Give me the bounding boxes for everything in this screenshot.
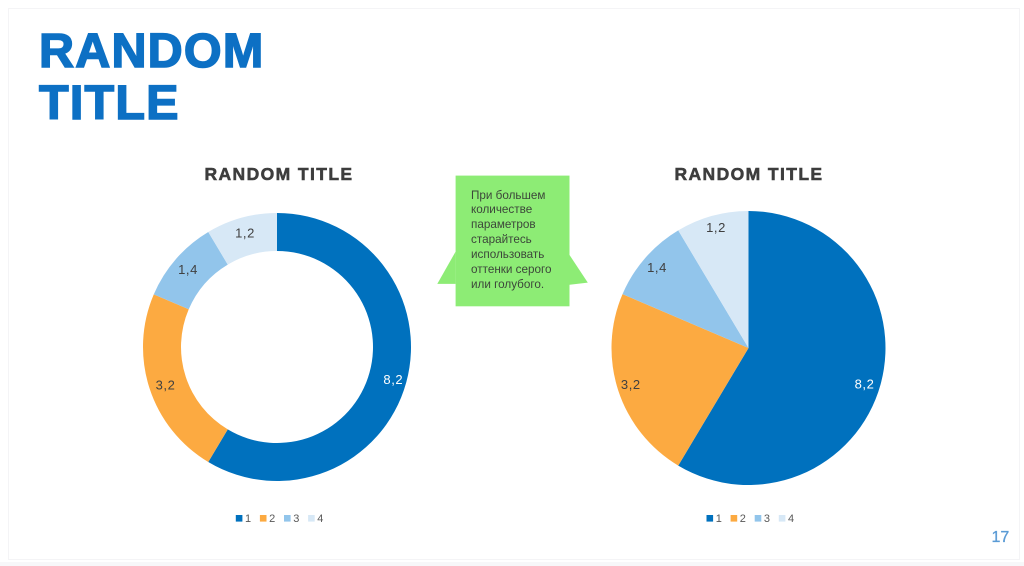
svg-text:8,2: 8,2 <box>855 377 875 392</box>
svg-text:4: 4 <box>317 513 323 525</box>
svg-text:1: 1 <box>245 513 251 525</box>
svg-text:3,2: 3,2 <box>621 377 641 392</box>
svg-text:8,2: 8,2 <box>383 372 403 387</box>
svg-text:4: 4 <box>788 513 794 525</box>
svg-text:1: 1 <box>716 513 722 525</box>
svg-text:1,2: 1,2 <box>235 226 255 241</box>
svg-text:3: 3 <box>293 513 299 525</box>
svg-text:1,4: 1,4 <box>647 260 667 275</box>
svg-text:1,4: 1,4 <box>178 262 198 277</box>
svg-text:2: 2 <box>269 513 275 525</box>
svg-text:3,2: 3,2 <box>156 377 176 392</box>
svg-text:1,2: 1,2 <box>706 220 726 235</box>
svg-text:2: 2 <box>740 513 746 525</box>
svg-text:3: 3 <box>764 513 770 525</box>
